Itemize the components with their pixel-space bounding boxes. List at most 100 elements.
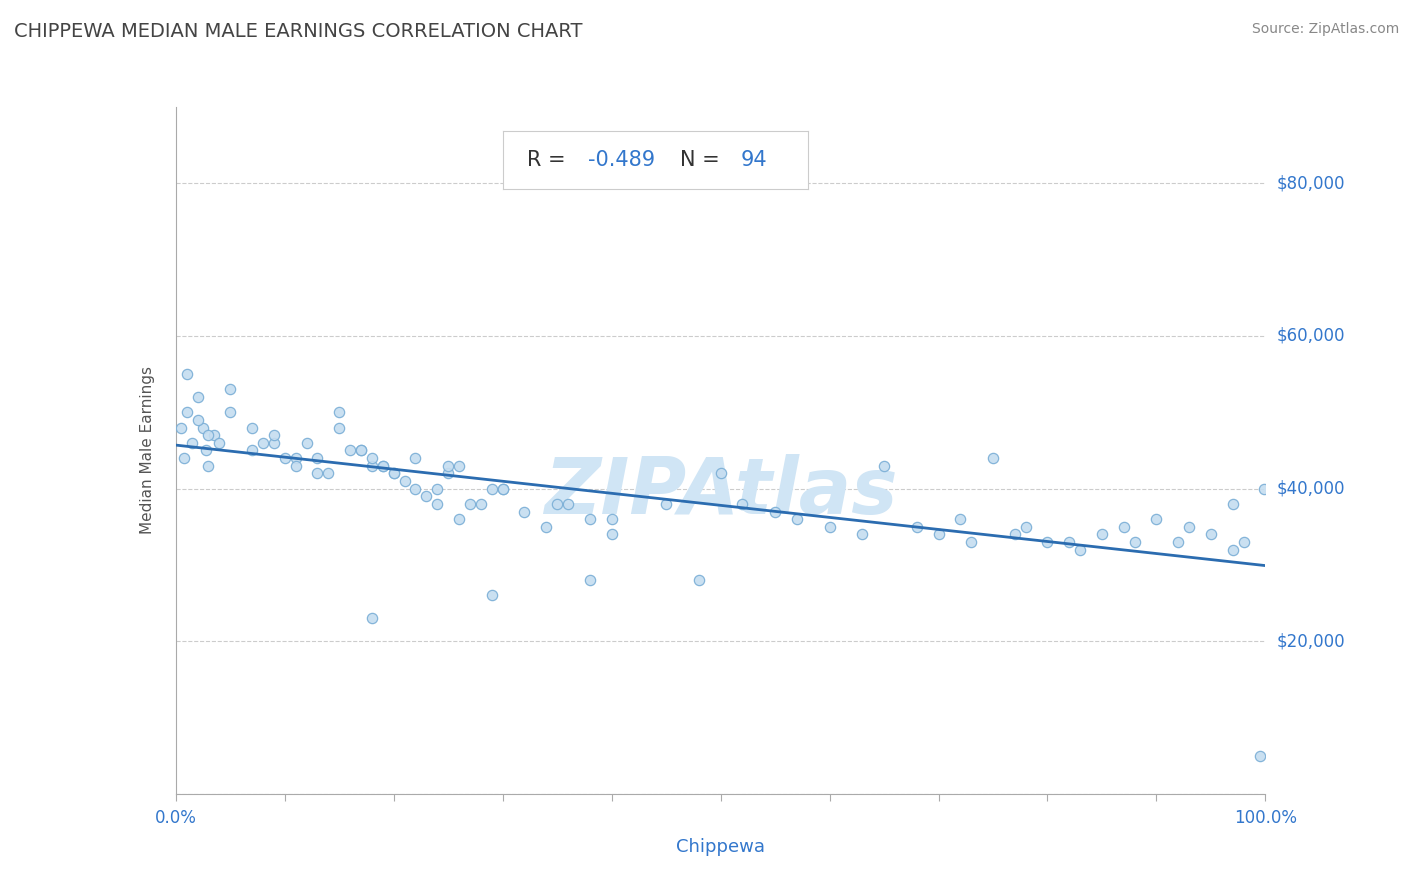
Point xyxy=(763,504,786,518)
Text: $80,000: $80,000 xyxy=(1277,174,1346,193)
Point xyxy=(263,428,285,442)
Point xyxy=(1222,497,1244,511)
Point xyxy=(405,451,427,466)
Point xyxy=(492,482,515,496)
Point xyxy=(447,458,470,473)
Point xyxy=(481,589,503,603)
Text: Source: ZipAtlas.com: Source: ZipAtlas.com xyxy=(1251,22,1399,37)
Point xyxy=(513,504,536,518)
Point xyxy=(1004,527,1026,541)
Point xyxy=(655,497,678,511)
Point xyxy=(350,443,373,458)
Point xyxy=(949,512,972,526)
Point xyxy=(1253,482,1275,496)
Point xyxy=(274,451,297,466)
Point xyxy=(360,451,382,466)
Point xyxy=(851,527,873,541)
Point xyxy=(1069,542,1091,557)
X-axis label: Chippewa: Chippewa xyxy=(676,838,765,856)
Point xyxy=(405,482,427,496)
Point xyxy=(492,482,515,496)
Text: 94: 94 xyxy=(741,151,768,170)
Point xyxy=(818,520,841,534)
Point xyxy=(181,435,204,450)
Point xyxy=(195,443,218,458)
Point xyxy=(600,527,623,541)
Text: -0.489: -0.489 xyxy=(588,151,655,170)
Point xyxy=(170,420,193,434)
Point xyxy=(350,443,373,458)
Point xyxy=(557,497,579,511)
Point xyxy=(600,512,623,526)
Point xyxy=(173,451,195,466)
Point xyxy=(437,458,460,473)
Point xyxy=(371,458,394,473)
Point xyxy=(437,467,460,481)
Point xyxy=(447,512,470,526)
Point xyxy=(981,451,1004,466)
Point xyxy=(186,413,209,427)
Point xyxy=(1036,535,1059,549)
Point xyxy=(339,443,361,458)
Point xyxy=(546,497,568,511)
Point xyxy=(960,535,983,549)
Point xyxy=(371,458,394,473)
Point xyxy=(382,467,405,481)
Point xyxy=(382,467,405,481)
Point xyxy=(176,367,198,381)
Text: $40,000: $40,000 xyxy=(1277,480,1346,498)
Text: R =: R = xyxy=(527,151,572,170)
Text: $60,000: $60,000 xyxy=(1277,327,1346,345)
Point xyxy=(1167,535,1189,549)
Text: ZIPAtlas: ZIPAtlas xyxy=(544,454,897,530)
Point xyxy=(295,435,318,450)
Point xyxy=(1222,542,1244,557)
Point xyxy=(252,435,274,450)
Point xyxy=(219,383,242,397)
Point xyxy=(284,451,307,466)
Text: $20,000: $20,000 xyxy=(1277,632,1346,650)
Point xyxy=(1199,527,1222,541)
Point xyxy=(1091,527,1114,541)
Point xyxy=(263,435,285,450)
Point xyxy=(191,420,214,434)
Point xyxy=(240,443,263,458)
Point xyxy=(360,458,382,473)
Point xyxy=(284,458,307,473)
Point xyxy=(1178,520,1201,534)
Point xyxy=(458,497,481,511)
Point xyxy=(328,405,350,419)
Point xyxy=(1249,748,1271,763)
Point xyxy=(318,467,340,481)
Point xyxy=(1144,512,1167,526)
Point xyxy=(731,497,754,511)
Point xyxy=(202,428,225,442)
Point xyxy=(534,520,557,534)
Point xyxy=(710,467,733,481)
Point xyxy=(219,405,242,419)
Point xyxy=(1232,535,1256,549)
Text: CHIPPEWA MEDIAN MALE EARNINGS CORRELATION CHART: CHIPPEWA MEDIAN MALE EARNINGS CORRELATIO… xyxy=(14,22,582,41)
Point xyxy=(307,451,329,466)
Point xyxy=(579,573,602,587)
Point xyxy=(394,474,416,488)
Y-axis label: Median Male Earnings: Median Male Earnings xyxy=(141,367,155,534)
Point xyxy=(905,520,928,534)
Point xyxy=(1015,520,1038,534)
Text: N =: N = xyxy=(679,151,725,170)
Point xyxy=(470,497,492,511)
Point xyxy=(873,458,896,473)
Point xyxy=(426,497,449,511)
Point xyxy=(186,390,209,404)
Point xyxy=(928,527,950,541)
Point xyxy=(481,482,503,496)
Point xyxy=(579,512,602,526)
Point xyxy=(426,482,449,496)
Point xyxy=(1123,535,1146,549)
Point xyxy=(176,405,198,419)
Point xyxy=(415,489,437,503)
Point xyxy=(240,420,263,434)
Point xyxy=(786,512,808,526)
Point xyxy=(307,467,329,481)
Point xyxy=(328,420,350,434)
